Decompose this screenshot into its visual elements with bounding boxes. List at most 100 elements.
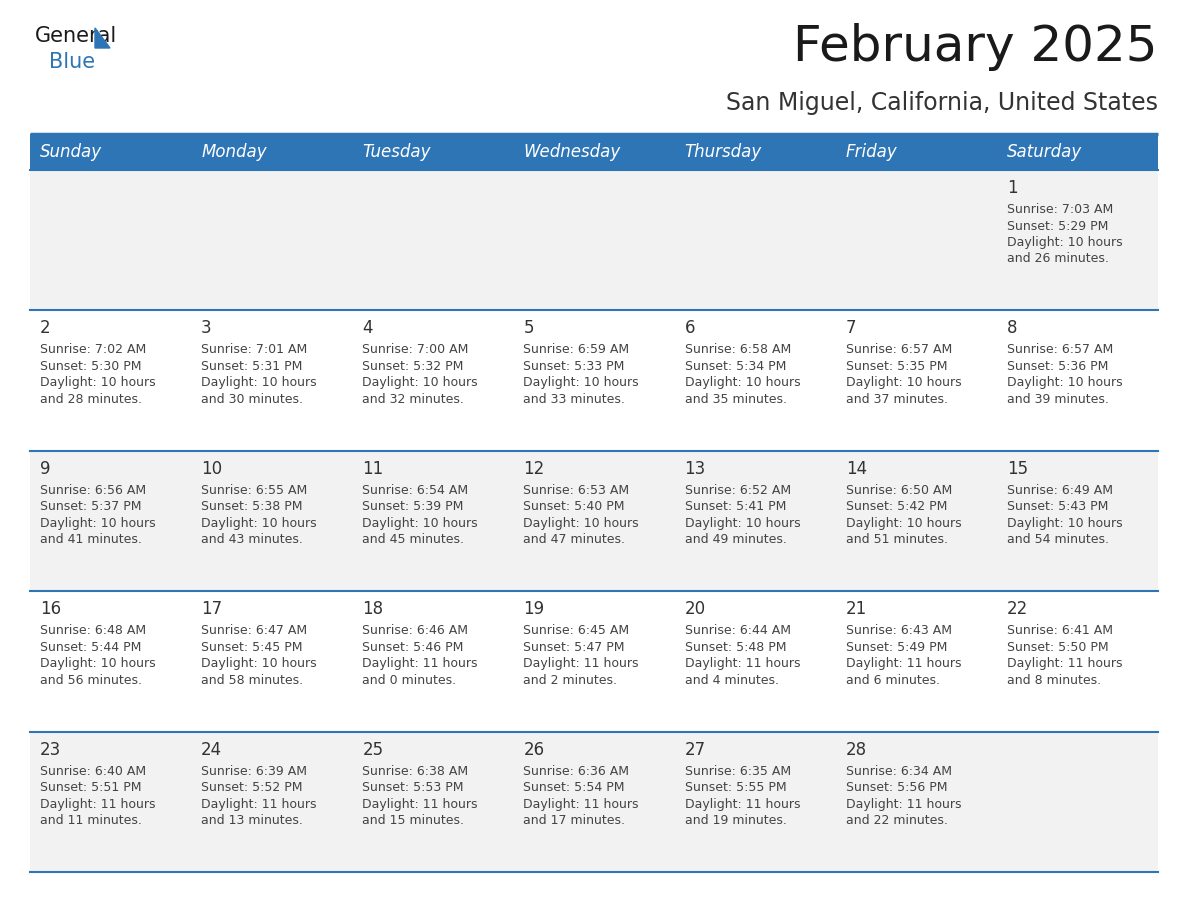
Bar [30, 170, 1158, 310]
Text: Sunrise: 6:48 AM: Sunrise: 6:48 AM [40, 624, 146, 637]
Text: Sunset: 5:34 PM: Sunset: 5:34 PM [684, 360, 786, 373]
Text: Sunset: 5:45 PM: Sunset: 5:45 PM [201, 641, 303, 654]
Text: and 32 minutes.: and 32 minutes. [362, 393, 465, 406]
Text: Daylight: 10 hours: Daylight: 10 hours [846, 376, 961, 389]
Text: San Miguel, California, United States: San Miguel, California, United States [726, 91, 1158, 115]
Text: Sunset: 5:36 PM: Sunset: 5:36 PM [1007, 360, 1108, 373]
Text: Sunrise: 6:55 AM: Sunrise: 6:55 AM [201, 484, 308, 497]
Text: and 30 minutes.: and 30 minutes. [201, 393, 303, 406]
Text: February 2025: February 2025 [794, 23, 1158, 71]
Text: 2: 2 [40, 319, 51, 338]
Text: and 13 minutes.: and 13 minutes. [201, 814, 303, 827]
Text: Sunrise: 6:57 AM: Sunrise: 6:57 AM [1007, 343, 1113, 356]
Text: and 17 minutes.: and 17 minutes. [524, 814, 625, 827]
Text: 28: 28 [846, 741, 867, 758]
Text: Daylight: 11 hours: Daylight: 11 hours [524, 657, 639, 670]
Text: Sunrise: 6:47 AM: Sunrise: 6:47 AM [201, 624, 308, 637]
Text: and 11 minutes.: and 11 minutes. [40, 814, 141, 827]
Text: Sunset: 5:48 PM: Sunset: 5:48 PM [684, 641, 786, 654]
Text: Daylight: 10 hours: Daylight: 10 hours [362, 517, 478, 530]
Text: Sunset: 5:54 PM: Sunset: 5:54 PM [524, 781, 625, 794]
Text: Daylight: 10 hours: Daylight: 10 hours [1007, 376, 1123, 389]
Text: Daylight: 11 hours: Daylight: 11 hours [201, 798, 317, 811]
Text: 26: 26 [524, 741, 544, 758]
Text: Daylight: 11 hours: Daylight: 11 hours [1007, 657, 1123, 670]
Text: and 15 minutes.: and 15 minutes. [362, 814, 465, 827]
Text: and 0 minutes.: and 0 minutes. [362, 674, 456, 687]
Text: and 51 minutes.: and 51 minutes. [846, 533, 948, 546]
Text: Daylight: 11 hours: Daylight: 11 hours [684, 657, 800, 670]
Text: Sunrise: 6:38 AM: Sunrise: 6:38 AM [362, 765, 468, 778]
Text: 17: 17 [201, 600, 222, 618]
Bar [30, 591, 1158, 732]
Text: 18: 18 [362, 600, 384, 618]
Text: 4: 4 [362, 319, 373, 338]
Text: Sunrise: 6:39 AM: Sunrise: 6:39 AM [201, 765, 308, 778]
Text: and 6 minutes.: and 6 minutes. [846, 674, 940, 687]
Text: Sunrise: 6:36 AM: Sunrise: 6:36 AM [524, 765, 630, 778]
Text: and 19 minutes.: and 19 minutes. [684, 814, 786, 827]
Text: Sunset: 5:55 PM: Sunset: 5:55 PM [684, 781, 786, 794]
Text: Daylight: 11 hours: Daylight: 11 hours [362, 798, 478, 811]
Text: 7: 7 [846, 319, 857, 338]
Text: 25: 25 [362, 741, 384, 758]
Text: Sunrise: 6:35 AM: Sunrise: 6:35 AM [684, 765, 791, 778]
Text: Sunrise: 6:54 AM: Sunrise: 6:54 AM [362, 484, 468, 497]
Text: Daylight: 10 hours: Daylight: 10 hours [524, 376, 639, 389]
Text: Sunrise: 7:00 AM: Sunrise: 7:00 AM [362, 343, 468, 356]
Text: Sunset: 5:39 PM: Sunset: 5:39 PM [362, 500, 463, 513]
Text: Sunset: 5:33 PM: Sunset: 5:33 PM [524, 360, 625, 373]
Text: and 49 minutes.: and 49 minutes. [684, 533, 786, 546]
Text: Daylight: 10 hours: Daylight: 10 hours [362, 376, 478, 389]
Text: Monday: Monday [201, 143, 267, 161]
Text: Sunrise: 6:43 AM: Sunrise: 6:43 AM [846, 624, 952, 637]
Text: Sunset: 5:49 PM: Sunset: 5:49 PM [846, 641, 947, 654]
Text: and 26 minutes.: and 26 minutes. [1007, 252, 1108, 265]
Text: Sunrise: 6:34 AM: Sunrise: 6:34 AM [846, 765, 952, 778]
Text: Daylight: 10 hours: Daylight: 10 hours [201, 376, 317, 389]
Text: Sunrise: 6:44 AM: Sunrise: 6:44 AM [684, 624, 790, 637]
Text: Sunrise: 6:52 AM: Sunrise: 6:52 AM [684, 484, 791, 497]
Text: and 22 minutes.: and 22 minutes. [846, 814, 948, 827]
Text: Daylight: 11 hours: Daylight: 11 hours [846, 657, 961, 670]
Polygon shape [95, 28, 110, 48]
Text: Blue: Blue [49, 52, 95, 72]
Text: and 4 minutes.: and 4 minutes. [684, 674, 778, 687]
Text: and 47 minutes.: and 47 minutes. [524, 533, 625, 546]
Text: and 33 minutes.: and 33 minutes. [524, 393, 625, 406]
Text: Sunrise: 7:02 AM: Sunrise: 7:02 AM [40, 343, 146, 356]
Text: 10: 10 [201, 460, 222, 477]
Text: and 41 minutes.: and 41 minutes. [40, 533, 141, 546]
Text: and 8 minutes.: and 8 minutes. [1007, 674, 1101, 687]
Text: Sunset: 5:42 PM: Sunset: 5:42 PM [846, 500, 947, 513]
Text: 5: 5 [524, 319, 533, 338]
Text: Sunset: 5:35 PM: Sunset: 5:35 PM [846, 360, 947, 373]
Bar [30, 134, 1158, 170]
Text: Sunset: 5:31 PM: Sunset: 5:31 PM [201, 360, 303, 373]
Text: Daylight: 10 hours: Daylight: 10 hours [684, 517, 801, 530]
Text: Sunrise: 6:58 AM: Sunrise: 6:58 AM [684, 343, 791, 356]
Text: 23: 23 [40, 741, 62, 758]
Text: and 58 minutes.: and 58 minutes. [201, 674, 303, 687]
Text: 12: 12 [524, 460, 544, 477]
Text: Sunrise: 6:57 AM: Sunrise: 6:57 AM [846, 343, 952, 356]
Text: Sunday: Sunday [40, 143, 102, 161]
Text: 11: 11 [362, 460, 384, 477]
Text: and 2 minutes.: and 2 minutes. [524, 674, 618, 687]
Text: Sunset: 5:50 PM: Sunset: 5:50 PM [1007, 641, 1108, 654]
Text: Daylight: 10 hours: Daylight: 10 hours [846, 517, 961, 530]
Text: Sunset: 5:52 PM: Sunset: 5:52 PM [201, 781, 303, 794]
Text: Sunset: 5:32 PM: Sunset: 5:32 PM [362, 360, 463, 373]
Text: and 39 minutes.: and 39 minutes. [1007, 393, 1108, 406]
Text: 1: 1 [1007, 179, 1017, 197]
Text: Daylight: 10 hours: Daylight: 10 hours [1007, 236, 1123, 249]
Text: Sunrise: 6:59 AM: Sunrise: 6:59 AM [524, 343, 630, 356]
Text: Sunset: 5:43 PM: Sunset: 5:43 PM [1007, 500, 1108, 513]
Text: Sunrise: 6:41 AM: Sunrise: 6:41 AM [1007, 624, 1113, 637]
Text: Daylight: 10 hours: Daylight: 10 hours [40, 517, 156, 530]
Text: Daylight: 11 hours: Daylight: 11 hours [524, 798, 639, 811]
Text: Sunset: 5:38 PM: Sunset: 5:38 PM [201, 500, 303, 513]
Text: Sunset: 5:51 PM: Sunset: 5:51 PM [40, 781, 141, 794]
Text: 21: 21 [846, 600, 867, 618]
Text: and 37 minutes.: and 37 minutes. [846, 393, 948, 406]
